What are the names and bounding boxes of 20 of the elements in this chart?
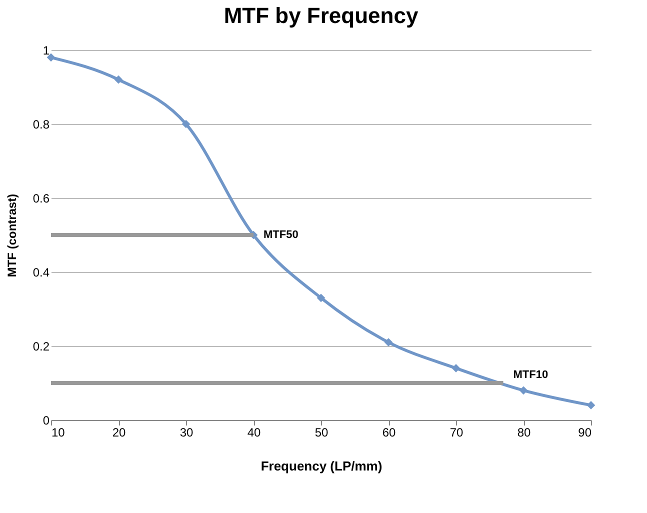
y-tick-label: 0.6 <box>32 192 50 206</box>
x-axis-title: Frequency (LP/mm) <box>260 458 382 474</box>
x-tick-label: 10 <box>52 426 66 440</box>
x-tick-label: 70 <box>450 426 464 440</box>
x-tick-label: 20 <box>112 426 126 440</box>
x-tick-label: 90 <box>578 426 592 440</box>
y-tick-label: 0 <box>42 414 50 428</box>
chart-title: MTF by Frequency <box>224 3 419 28</box>
x-tick-label: 30 <box>180 426 194 440</box>
x-tick-label: 50 <box>314 426 328 440</box>
x-tick-label: 40 <box>247 426 261 440</box>
y-tick-label: 1 <box>42 44 50 58</box>
annotation: MTF10 <box>513 369 548 381</box>
x-tick-label: 60 <box>382 426 396 440</box>
y-tick-label: 0.2 <box>32 340 50 354</box>
x-tick-label: 80 <box>517 426 531 440</box>
y-axis-title: MTF (contrast) <box>4 194 19 278</box>
annotation: MTF50 <box>264 229 298 241</box>
y-tick-label: 0.8 <box>32 118 50 132</box>
y-tick-label: 0.4 <box>32 266 50 280</box>
